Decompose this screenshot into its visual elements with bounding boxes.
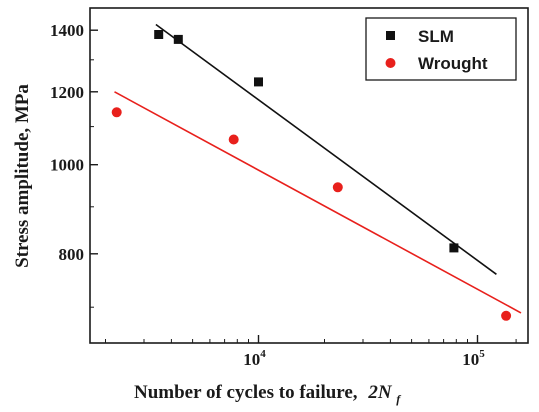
y-tick-label: 1000 [50, 156, 84, 175]
x-axis-title-text: Number of cycles to failure, [134, 382, 358, 403]
x-tick-label-base: 10 [243, 350, 260, 369]
fit-lines [114, 23, 522, 314]
legend-marker-slm [386, 31, 395, 40]
legend-label-slm: SLM [418, 27, 454, 46]
fit-line-wrought [114, 91, 522, 314]
x-tick-label: 105 [462, 348, 485, 369]
data-point-wrought [501, 310, 512, 321]
x-tick-label-exponent: 4 [260, 348, 266, 360]
data-point-wrought [332, 182, 343, 193]
legend-box [365, 17, 517, 81]
data-point-slm [254, 77, 263, 87]
legend-label-wrought: Wrought [418, 54, 488, 73]
x-axis-title: Number of cycles to failure, 2N f [134, 382, 401, 406]
legend: SLM Wrought [365, 17, 517, 81]
x-tick-label-exponent: 5 [479, 348, 485, 360]
data-points [111, 30, 512, 321]
x-axis-title-subscript: f [396, 392, 401, 406]
plot-frame [89, 7, 529, 344]
data-point-slm [173, 34, 183, 44]
data-point-wrought [111, 107, 122, 118]
y-tick-label: 1200 [50, 83, 84, 102]
legend-marker-wrought [385, 58, 396, 68]
data-point-wrought [228, 134, 239, 145]
data-point-slm [154, 30, 164, 39]
fit-line-slm [155, 23, 497, 275]
data-point-slm [449, 243, 459, 253]
y-tick-label: 800 [59, 245, 85, 264]
y-axis-title: Stress amplitude, MPa [12, 84, 33, 268]
y-tick-label: 1400 [50, 21, 84, 40]
x-tick-label-base: 10 [462, 350, 479, 369]
x-tick-label: 104 [243, 348, 266, 369]
x-axis-title-math: 2N [367, 382, 393, 403]
